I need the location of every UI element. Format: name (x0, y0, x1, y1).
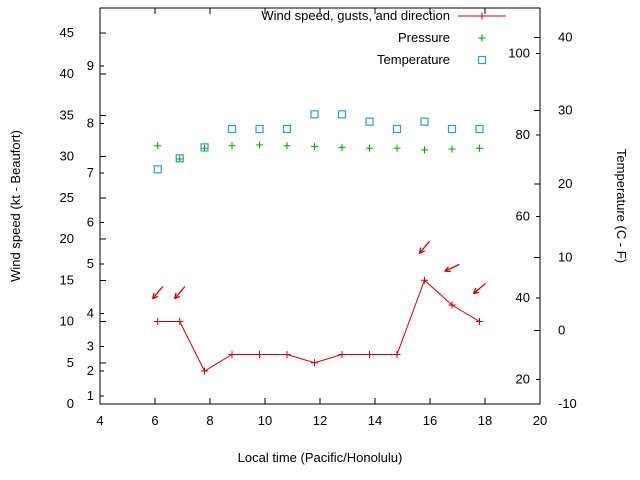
beaufort-tick-label: 8 (87, 116, 94, 131)
kt-tick-label: 35 (60, 107, 74, 122)
x-tick-label: 10 (258, 413, 272, 428)
axis-titles: Local time (Pacific/Honolulu) Wind speed … (8, 130, 629, 465)
beaufort-tick-label: 2 (87, 363, 94, 378)
kt-tick-label: 20 (60, 231, 74, 246)
axes (99, 7, 541, 405)
kt-tick-label: 0 (67, 396, 74, 411)
beaufort-tick-label: 6 (87, 215, 94, 230)
x-tick-label: 14 (368, 413, 382, 428)
x-axis-title: Local time (Pacific/Honolulu) (238, 450, 403, 465)
beaufort-tick-label: 1 (87, 388, 94, 403)
legend: Wind speed, gusts, and direction Pressure… (261, 8, 506, 67)
kt-tick-label: 5 (67, 355, 74, 370)
beaufort-tick-label: 5 (87, 256, 94, 271)
x-tick-label: 4 (96, 413, 103, 428)
wind-direction-arrows (151, 240, 487, 300)
y-right-axis: -10 0 10 20 30 40 20 40 60 80 100 (508, 29, 577, 411)
beaufort-tick-label: 3 (87, 338, 94, 353)
celsius-tick-label: 20 (558, 176, 572, 191)
beaufort-tick-label: 7 (87, 165, 94, 180)
kt-tick-label: 30 (60, 149, 74, 164)
x-tick-label: 18 (478, 413, 492, 428)
wind-series (154, 276, 483, 375)
celsius-tick-label: 10 (558, 249, 572, 264)
y-left-axis-title: Wind speed (kt - Beaufort) (8, 130, 23, 282)
celsius-tick-label: -10 (558, 396, 577, 411)
pressure-series (154, 141, 483, 163)
fahrenheit-tick-label: 20 (516, 372, 530, 387)
legend-label: Wind speed, gusts, and direction (261, 8, 450, 23)
x-tick-label: 8 (206, 413, 213, 428)
kt-tick-label: 10 (60, 314, 74, 329)
legend-label: Temperature (377, 52, 450, 67)
celsius-tick-label: 40 (558, 29, 572, 44)
beaufort-tick-label: 9 (87, 58, 94, 73)
fahrenheit-tick-label: 80 (516, 127, 530, 142)
x-tick-label: 20 (533, 413, 547, 428)
beaufort-tick-label: 4 (87, 305, 94, 320)
temperature-series (153, 110, 484, 174)
x-tick-label: 6 (151, 413, 158, 428)
x-axis: 4 6 8 10 12 14 16 18 20 (96, 8, 547, 428)
y-right-axis-title: Temperature (C - F) (614, 149, 629, 263)
fahrenheit-tick-label: 40 (516, 290, 530, 305)
celsius-tick-label: 30 (558, 103, 572, 118)
x-tick-label: 16 (423, 413, 437, 428)
x-tick-label: 12 (313, 413, 327, 428)
kt-tick-label: 45 (60, 25, 74, 40)
legend-label: Pressure (398, 30, 450, 45)
fahrenheit-tick-label: 60 (516, 209, 530, 224)
kt-tick-label: 15 (60, 272, 74, 287)
fahrenheit-tick-label: 100 (508, 46, 530, 61)
kt-tick-label: 40 (60, 66, 74, 81)
celsius-tick-label: 0 (558, 323, 565, 338)
kt-tick-label: 25 (60, 190, 74, 205)
